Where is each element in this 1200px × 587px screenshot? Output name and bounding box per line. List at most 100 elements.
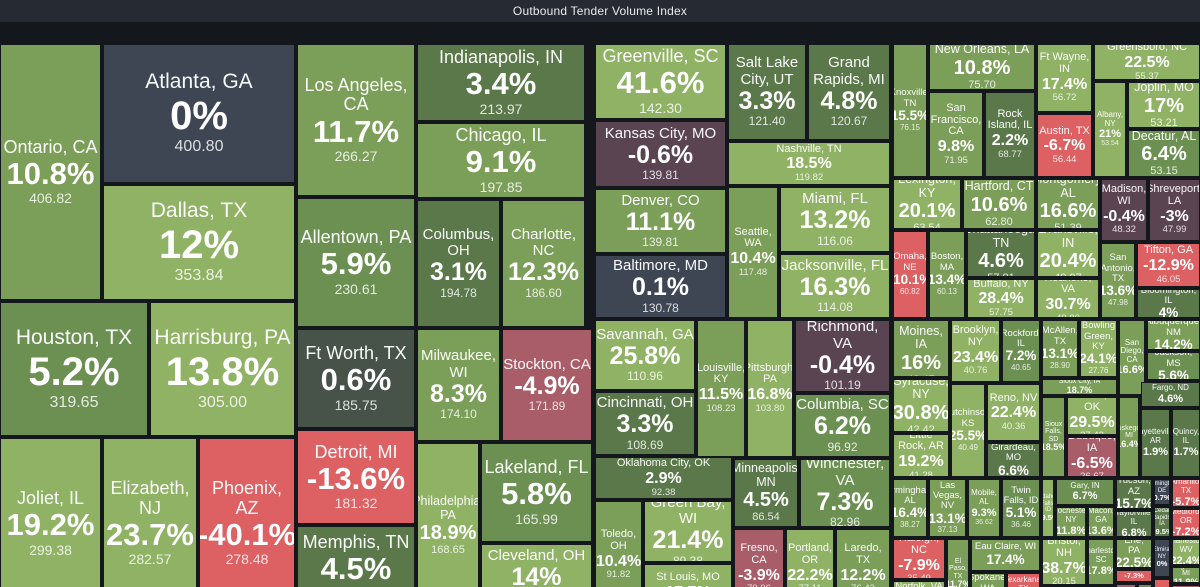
treemap-tile[interactable]: Twin Falls, ID 5.1% 36.46 bbox=[1002, 479, 1040, 537]
treemap-tile[interactable]: Tucson, AZ 15.7% bbox=[1116, 479, 1152, 509]
treemap-tile[interactable]: Boston, MA 13.4% 60.13 bbox=[929, 231, 965, 318]
treemap-tile[interactable]: Joplin, MO 17% 53.21 bbox=[1128, 82, 1200, 128]
treemap-tile[interactable]: Columbus, OH 3.1% 194.78 bbox=[417, 200, 500, 327]
treemap-tile[interactable]: Quincy, IL 1.7% bbox=[1172, 409, 1200, 477]
treemap-tile[interactable]: Hutchinson, KS25.5%40.49 bbox=[951, 384, 985, 477]
treemap-tile[interactable]: Indianapolis, IN 3.4% 213.97 bbox=[417, 44, 585, 121]
treemap-tile[interactable]: San Francisco, CA 9.8% 71.95 bbox=[929, 92, 983, 177]
treemap-tile[interactable]: Ft Wayne, IN 17.4% 56.72 bbox=[1037, 44, 1092, 112]
treemap-tile[interactable]: Salt Lake City, UT 3.3% 121.40 bbox=[728, 44, 806, 140]
treemap-tile[interactable]: Jacksonville, FL 16.3% 114.08 bbox=[780, 254, 890, 318]
treemap-tile[interactable]: Cape Girardeau, MO6.6%39.35 bbox=[987, 443, 1040, 477]
treemap-tile[interactable]: Omaha, NE-10.1%60.82 bbox=[893, 231, 927, 318]
treemap-tile[interactable]: Atlanta, GA 0% 400.80 bbox=[103, 44, 295, 183]
treemap-tile[interactable]: Elmira, NY0% bbox=[1154, 539, 1170, 577]
treemap-tile[interactable]: Grand Rapids, MI 4.8% 120.67 bbox=[808, 44, 890, 140]
treemap-tile[interactable]: Shreveport, LA-3%47.99 bbox=[1149, 179, 1200, 241]
treemap-tile[interactable]: Norfolk, VA25.8% bbox=[893, 581, 945, 587]
treemap-tile[interactable]: Cincinnati, OH 3.3% 108.69 bbox=[595, 392, 695, 455]
treemap-tile[interactable]: Little Rock, AR 19.2% 41.28 bbox=[893, 434, 949, 477]
treemap-tile[interactable]: Buffalo, NY 28.4% 57.75 bbox=[967, 279, 1035, 318]
treemap-tile[interactable]: Green Bay, WI 21.4% 89.38 bbox=[644, 501, 732, 562]
treemap-tile[interactable]: Amarillo, TX-5.7% bbox=[1172, 479, 1200, 507]
treemap-tile[interactable]: Charleston, WV22.4% bbox=[1172, 539, 1200, 565]
treemap-tile[interactable]: Kansas City, MO -0.6% 139.81 bbox=[595, 121, 726, 187]
treemap-tile[interactable]: Decatur, AL 6.4% 53.15 bbox=[1128, 130, 1200, 177]
treemap-tile[interactable]: Louisville, KY 11.5% 108.23 bbox=[697, 320, 745, 457]
treemap-tile[interactable]: Chicago, IL 9.1% 197.85 bbox=[417, 123, 585, 198]
treemap-tile[interactable]: Madison, WI -0.4% 48.32 bbox=[1101, 179, 1147, 241]
treemap-tile[interactable]: Eau Claire, WI 17.4% bbox=[971, 539, 1040, 571]
treemap-tile[interactable]: Raleigh, NC-7.9%35.49 bbox=[893, 539, 945, 579]
treemap-tile[interactable]: Savannah, GA 25.8% 110.96 bbox=[595, 320, 695, 390]
treemap-tile[interactable]: Syracuse, NY 30.8% 42.42 bbox=[893, 379, 949, 432]
treemap-tile[interactable]: Chattanooga, TN4.6%57.81 bbox=[967, 231, 1035, 277]
treemap-tile[interactable]: Allentown, PA 5.9% 230.61 bbox=[297, 198, 415, 327]
treemap-tile[interactable]: Hartford, CT 10.6% 62.80 bbox=[963, 179, 1035, 229]
treemap-tile[interactable]: Milwaukee, WI 8.3% 174.10 bbox=[417, 329, 500, 441]
treemap-tile[interactable]: Medford, OR-7.2% bbox=[1172, 509, 1200, 537]
treemap-tile[interactable]: Las Vegas, NV 13.1% 37.13 bbox=[929, 479, 966, 537]
treemap-tile[interactable]: Houston, TX 5.2% 319.65 bbox=[0, 302, 148, 436]
treemap-tile[interactable]: Richmond, VA -0.4% 101.19 bbox=[795, 320, 890, 392]
treemap-tile[interactable]: Lakeland, FL 5.8% 165.99 bbox=[481, 443, 592, 542]
treemap-tile[interactable]: Bristol, NH 38.7% 20.15 bbox=[1042, 539, 1086, 585]
treemap-tile[interactable]: Albany, NY 21% 53.54 bbox=[1094, 82, 1126, 177]
treemap-tile[interactable]: Los Angeles, CA 11.7% 266.27 bbox=[297, 44, 415, 196]
treemap-tile[interactable]: Lexington, KY 20.1% 63.54 bbox=[893, 179, 961, 229]
treemap-tile[interactable]: Columbia, SC 6.2% 96.92 bbox=[795, 394, 890, 457]
treemap-tile[interactable]: Knoxville, TN15.5%76.15 bbox=[893, 44, 927, 177]
treemap-tile[interactable]: Stockton, CA -4.9% 171.89 bbox=[502, 329, 592, 441]
treemap-tile[interactable]: -7.3% bbox=[1116, 570, 1152, 582]
treemap-tile[interactable]: Brooklyn, NY 23.4% 40.76 bbox=[951, 320, 1000, 382]
treemap-tile[interactable]: Reno, NV 22.4% 40.36 bbox=[987, 384, 1040, 441]
treemap-tile[interactable]: Erie, PA 22.5% bbox=[1116, 539, 1152, 568]
treemap-tile[interactable]: Texarkana, TX-12.2% bbox=[1007, 573, 1040, 587]
treemap-tile[interactable]: Wilmington, DE0.7% bbox=[1154, 479, 1170, 505]
treemap-tile[interactable]: San Diego, CA16.6% bbox=[1119, 320, 1145, 395]
treemap-tile[interactable]: Charleston, SC17.8% bbox=[1088, 539, 1114, 585]
treemap-tile[interactable]: Toledo, OH 10.4% 91.82 bbox=[595, 501, 642, 587]
treemap-tile[interactable]: -4.7% bbox=[1116, 584, 1136, 587]
treemap-tile[interactable]: Macon, GA13.6% bbox=[1088, 507, 1114, 537]
treemap-tile[interactable]: Tifton, GA -12.9% 46.05 bbox=[1137, 243, 1200, 287]
treemap-tile[interactable] bbox=[1138, 584, 1152, 587]
treemap-tile[interactable]: Dallas, TX 12% 353.84 bbox=[103, 185, 295, 300]
treemap-tile[interactable]: Denver, CO 11.1% 139.81 bbox=[595, 189, 726, 253]
treemap-tile[interactable]: -7.6% bbox=[1154, 579, 1170, 587]
treemap-tile[interactable]: Minneapolis, MN 4.5% 86.54 bbox=[734, 459, 798, 527]
treemap-tile[interactable]: Mobile, AL 9.3% 36.62 bbox=[968, 479, 1000, 537]
treemap-tile[interactable]: Greensboro, NC 22.5% 55.37 bbox=[1094, 44, 1200, 80]
treemap-tile[interactable]: Joliet, IL 19.2% 299.38 bbox=[0, 438, 101, 587]
treemap-tile[interactable]: Nashville, TN 18.5% 119.82 bbox=[728, 142, 890, 185]
treemap-tile[interactable]: Memphis, TN4.5%179.73 bbox=[297, 526, 415, 587]
treemap-tile[interactable]: Bowling Green, KY 24.1% 27.76 bbox=[1080, 320, 1117, 377]
treemap-tile[interactable]: El Paso, TX11.7% bbox=[947, 539, 969, 587]
treemap-tile[interactable]: Idaho Falls, ID29.5% bbox=[1042, 479, 1054, 537]
treemap-tile[interactable]: Bloomington, IL 4% bbox=[1137, 289, 1200, 318]
treemap-tile[interactable]: Ontario, CA 10.8% 406.82 bbox=[0, 44, 101, 300]
treemap-tile[interactable]: Rockford, IL 7.2% 40.65 bbox=[1002, 320, 1040, 382]
treemap-tile[interactable]: Albuquerque, NM 14.2% bbox=[1147, 320, 1200, 350]
treemap-tile[interactable]: Austin, TX -6.7% 56.44 bbox=[1037, 114, 1092, 177]
treemap-tile[interactable]: Sioux City, IA 18.7% bbox=[1042, 379, 1117, 395]
treemap-tile[interactable]: Muskegon, MI16.4% bbox=[1119, 397, 1139, 477]
treemap-tile[interactable]: Jackson, MS 5.6% bbox=[1147, 352, 1200, 380]
treemap-tile[interactable]: Miami, FL 13.2% 116.06 bbox=[780, 187, 890, 252]
treemap-tile[interactable]: Spokane, WA11.7% bbox=[971, 573, 1005, 587]
treemap-tile[interactable]: Phoenix, AZ -40.1% 278.48 bbox=[199, 438, 295, 587]
treemap-tile[interactable]: Ft Worth, TX 0.6% 185.75 bbox=[297, 329, 415, 428]
treemap-tile[interactable]: Fresno, CA-3.9%79.96 bbox=[734, 529, 784, 587]
